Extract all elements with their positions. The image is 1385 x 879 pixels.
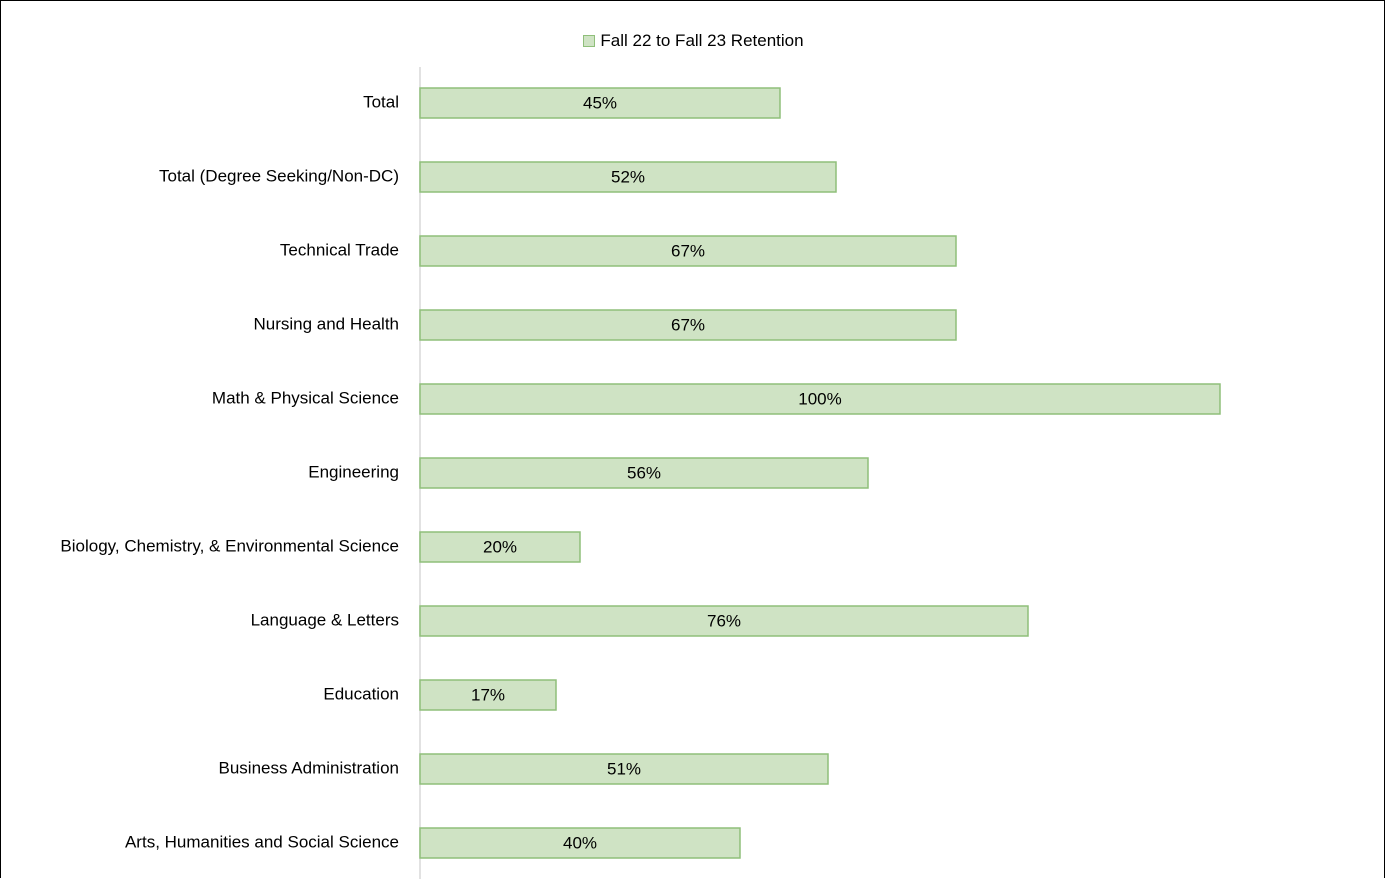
- category-label: Technical Trade: [280, 240, 399, 259]
- bar-value-label: 56%: [627, 463, 661, 482]
- category-label: Arts, Humanities and Social Science: [125, 832, 399, 851]
- bar-value-label: 100%: [798, 389, 841, 408]
- bar-value-label: 20%: [483, 537, 517, 556]
- bar: [419, 235, 957, 267]
- bar: [419, 827, 741, 859]
- bar: [419, 679, 557, 711]
- category-label: Math & Physical Science: [212, 388, 399, 407]
- category-label: Business Administration: [219, 758, 399, 777]
- category-label: Engineering: [308, 462, 399, 481]
- bar-value-label: 45%: [583, 93, 617, 112]
- category-label: Education: [323, 684, 399, 703]
- category-label: Nursing and Health: [253, 314, 399, 333]
- category-label: Total (Degree Seeking/Non-DC): [159, 166, 399, 185]
- category-label: Total: [363, 92, 399, 111]
- bar-value-label: 40%: [563, 833, 597, 852]
- bar: [419, 457, 869, 489]
- bar-value-label: 76%: [707, 611, 741, 630]
- bar: [419, 383, 1221, 415]
- legend-label: Fall 22 to Fall 23 Retention: [600, 31, 804, 50]
- bar-value-label: 17%: [471, 685, 505, 704]
- bar-value-label: 52%: [611, 167, 645, 186]
- bar: [419, 309, 957, 341]
- bar: [419, 605, 1029, 637]
- category-label: Language & Letters: [251, 610, 399, 629]
- bar-value-label: 51%: [607, 759, 641, 778]
- bar: [419, 87, 781, 119]
- bar-value-label: 67%: [671, 315, 705, 334]
- bar: [419, 531, 581, 563]
- bar-value-label: 67%: [671, 241, 705, 260]
- bar: [419, 753, 829, 785]
- legend-swatch: [583, 35, 596, 47]
- category-label: Biology, Chemistry, & Environmental Scie…: [60, 536, 399, 555]
- legend: Fall 22 to Fall 23 Retention: [1, 31, 1385, 51]
- bar: [419, 161, 837, 193]
